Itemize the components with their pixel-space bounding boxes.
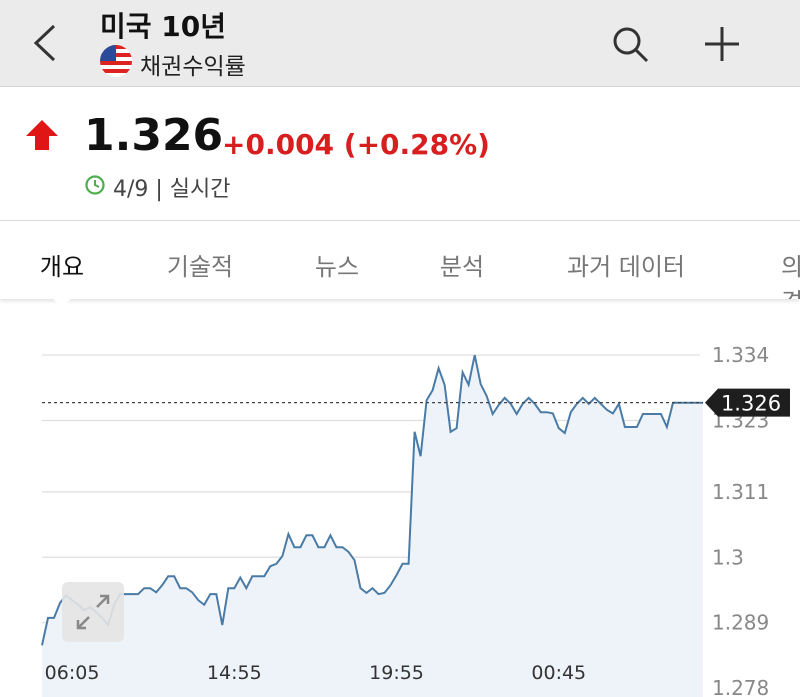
area <box>42 355 703 697</box>
tab[interactable]: 분석 <box>439 253 485 281</box>
current-value-label: 1.326 <box>721 392 781 416</box>
tab[interactable]: 의견 <box>780 253 800 299</box>
current-value-box <box>705 388 790 417</box>
divider <box>0 220 800 221</box>
tab[interactable]: 개요 <box>39 253 85 281</box>
y-tick-label: 1.3 <box>712 545 744 569</box>
line <box>41 354 703 646</box>
tab[interactable]: 과거 데이터 <box>566 253 686 281</box>
x-tick-label: 00:45 <box>531 662 586 684</box>
tab-bar: 개요 기술적 뉴스 분석 과거 데이터 의견 <box>0 221 800 299</box>
x-tick-label: 19:55 <box>369 662 424 684</box>
x-tick-label: 06:05 <box>45 662 100 684</box>
x-tick-label: 14:55 <box>207 662 262 684</box>
search-button[interactable] <box>610 24 650 64</box>
y-tick-label: 1.311 <box>712 480 769 504</box>
clock-icon <box>85 175 105 195</box>
tab[interactable]: 기술적 <box>166 253 234 281</box>
expand-button[interactable] <box>62 582 124 642</box>
change: +0.004 (+0.28%) <box>222 128 490 161</box>
header: 미국 10년 채권수익률 <box>0 0 800 87</box>
add-button[interactable] <box>702 24 742 64</box>
timestamp: 4/9 | 실시간 <box>113 177 231 202</box>
flag-icon <box>100 45 132 77</box>
title: 미국 10년 <box>100 10 226 43</box>
tab[interactable]: 뉴스 <box>314 253 360 281</box>
y-tick-label: 1.278 <box>712 676 769 697</box>
tab-pointer <box>52 298 72 307</box>
y-tick-label: 1.334 <box>712 343 769 367</box>
back-button[interactable] <box>30 22 60 64</box>
y-tick-label: 1.289 <box>712 611 769 635</box>
subtitle: 채권수익률 <box>140 54 246 80</box>
up-arrow <box>26 120 58 150</box>
price: 1.326 <box>84 110 224 161</box>
